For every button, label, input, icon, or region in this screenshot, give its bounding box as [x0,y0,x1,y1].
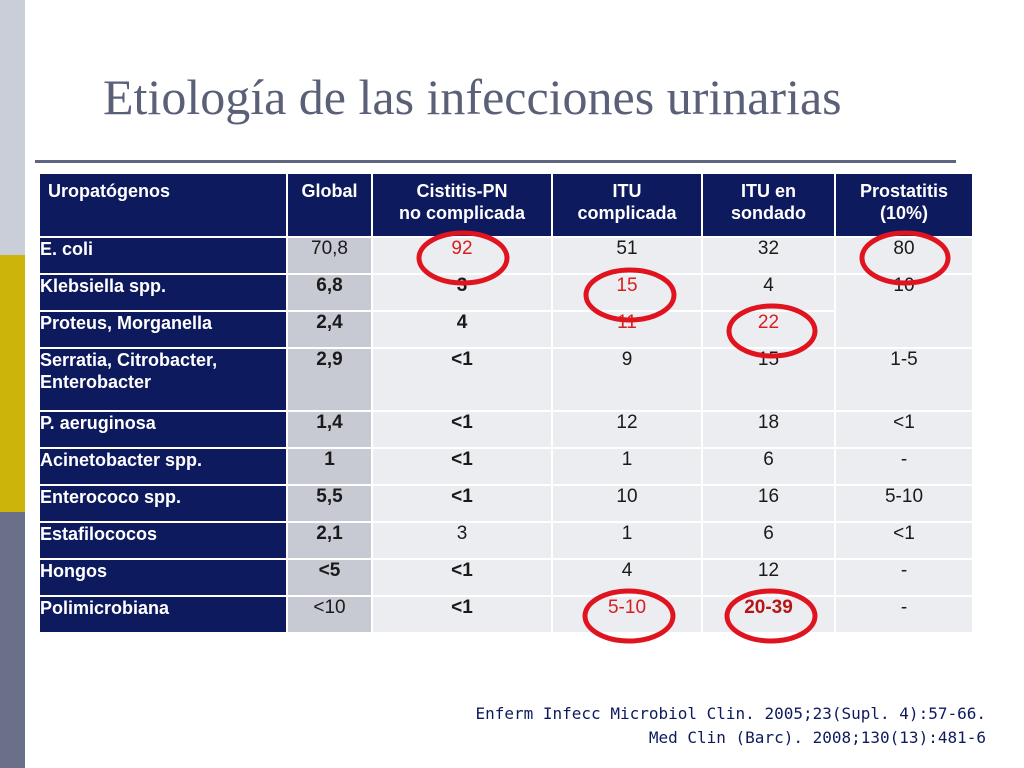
header-itu-complicada: ITU complicada [551,172,703,238]
cell-cistitis: 92 [371,236,553,275]
table-row: P. aeruginosa 1,4 <1 12 18 <1 [38,410,974,449]
cell-itu-complicada: 51 [551,236,703,275]
cell-itu-sondado: 15 [701,347,836,412]
references: Enferm Infecc Microbiol Clin. 2005;23(Su… [475,702,986,750]
cell-prostatitis: - [834,447,974,486]
header-itu-sondado: ITU en sondado [701,172,836,238]
reference-line: Med Clin (Barc). 2008;130(13):481-6 [648,728,986,747]
cell-prostatitis: <1 [834,410,974,449]
cell-itu-complicada: 15 [551,273,703,312]
cell-global: 6,8 [286,273,373,312]
header-line: ITU [612,181,642,201]
cell-cistitis: <1 [371,484,553,523]
sidebar-stripe-top [0,0,25,255]
header-line: (10%) [879,203,928,223]
cell-prostatitis: - [834,558,974,597]
table-row: Hongos <5 <1 4 12 - [38,558,974,597]
row-label: Polimicrobiana [38,595,288,634]
cell-cistitis: 4 [371,310,553,349]
row-label: Acinetobacter spp. [38,447,288,486]
cell-prostatitis: 10 [834,273,974,349]
etiology-table: Uropatógenos Global Cistitis-PN no compl… [38,172,974,634]
cell-global: 70,8 [286,236,373,275]
table-row: Serratia, Citrobacter, Enterobacter 2,9 … [38,347,974,412]
header-line: Cistitis-PN [416,181,508,201]
row-label: Proteus, Morganella [38,310,288,349]
cell-itu-sondado: 6 [701,521,836,560]
cell-itu-sondado: 4 [701,273,836,312]
cell-itu-complicada: 1 [551,447,703,486]
cell-prostatitis: <1 [834,521,974,560]
header-cistitis: Cistitis-PN no complicada [371,172,553,238]
row-label-line: Enterobacter [40,372,152,392]
cell-itu-sondado: 6 [701,447,836,486]
cell-itu-complicada: 9 [551,347,703,412]
row-label: Estafilococos [38,521,288,560]
cell-cistitis: 3 [371,273,553,312]
table-row: Enterococo spp. 5,5 <1 10 16 5-10 [38,484,974,523]
cell-itu-complicada: 4 [551,558,703,597]
cell-cistitis: <1 [371,347,553,412]
cell-itu-sondado: 18 [701,410,836,449]
cell-global: <10 [286,595,373,634]
table-row: Acinetobacter spp. 1 <1 1 6 - [38,447,974,486]
header-line: sondado [731,203,806,223]
cell-cistitis: <1 [371,558,553,597]
cell-itu-complicada: 11 [551,310,703,349]
sidebar-stripe-gold [0,255,25,512]
cell-itu-sondado: 12 [701,558,836,597]
sidebar-stripe-bottom [0,512,25,768]
cell-cistitis: <1 [371,447,553,486]
table-row: Polimicrobiana <10 <1 5-10 20-39 - [38,595,974,634]
slide-title: Etiología de las infecciones urinarias [103,69,842,125]
header-prostatitis: Prostatitis (10%) [834,172,974,238]
cell-cistitis: <1 [371,410,553,449]
table-row: E. coli 70,8 92 51 32 80 [38,236,974,275]
table-row: Klebsiella spp. 6,8 3 15 4 10 [38,273,974,349]
cell-global: 5,5 [286,484,373,523]
cell-global: 2,1 [286,521,373,560]
row-label: P. aeruginosa [38,410,288,449]
cell-itu-complicada: 10 [551,484,703,523]
reference-line: Enferm Infecc Microbiol Clin. 2005;23(Su… [475,704,986,723]
header-line: Global [301,181,358,201]
slide-sidebar-stripe [0,0,25,768]
cell-global: 2,4 [286,310,373,349]
cell-prostatitis: 80 [834,236,974,275]
cell-global: 1 [286,447,373,486]
cell-itu-sondado: 32 [701,236,836,275]
cell-itu-complicada: 5-10 [551,595,703,634]
cell-itu-complicada: 12 [551,410,703,449]
header-uropatogenos: Uropatógenos [38,172,288,238]
cell-itu-sondado: 16 [701,484,836,523]
cell-prostatitis: 5-10 [834,484,974,523]
cell-cistitis: 3 [371,521,553,560]
table-row: Estafilococos 2,1 3 1 6 <1 [38,521,974,560]
cell-global: 2,9 [286,347,373,412]
header-line: no complicada [398,203,526,223]
row-label: E. coli [38,236,288,275]
cell-cistitis: <1 [371,595,553,634]
header-line: ITU en [740,181,796,201]
table-row: Proteus, Morganella 2,4 4 11 22 [38,310,973,349]
row-label: Serratia, Citrobacter, Enterobacter [38,347,288,412]
header-line: complicada [577,203,677,223]
header-line: Uropatógenos [48,181,171,201]
cell-prostatitis: 1-5 [834,347,974,412]
row-label: Klebsiella spp. [38,273,288,312]
row-label-line: Serratia, Citrobacter, [40,350,218,370]
cell-global: <5 [286,558,373,597]
title-divider [35,160,956,163]
cell-itu-sondado: 22 [701,310,836,349]
cell-prostatitis: - [834,595,974,634]
table-header-row: Uropatógenos Global Cistitis-PN no compl… [38,172,974,238]
header-global: Global [286,172,373,238]
cell-itu-complicada: 1 [551,521,703,560]
cell-itu-sondado: 20-39 [701,595,836,634]
row-label: Hongos [38,558,288,597]
cell-global: 1,4 [286,410,373,449]
header-line: Prostatitis [859,181,949,201]
row-label: Enterococo spp. [38,484,288,523]
